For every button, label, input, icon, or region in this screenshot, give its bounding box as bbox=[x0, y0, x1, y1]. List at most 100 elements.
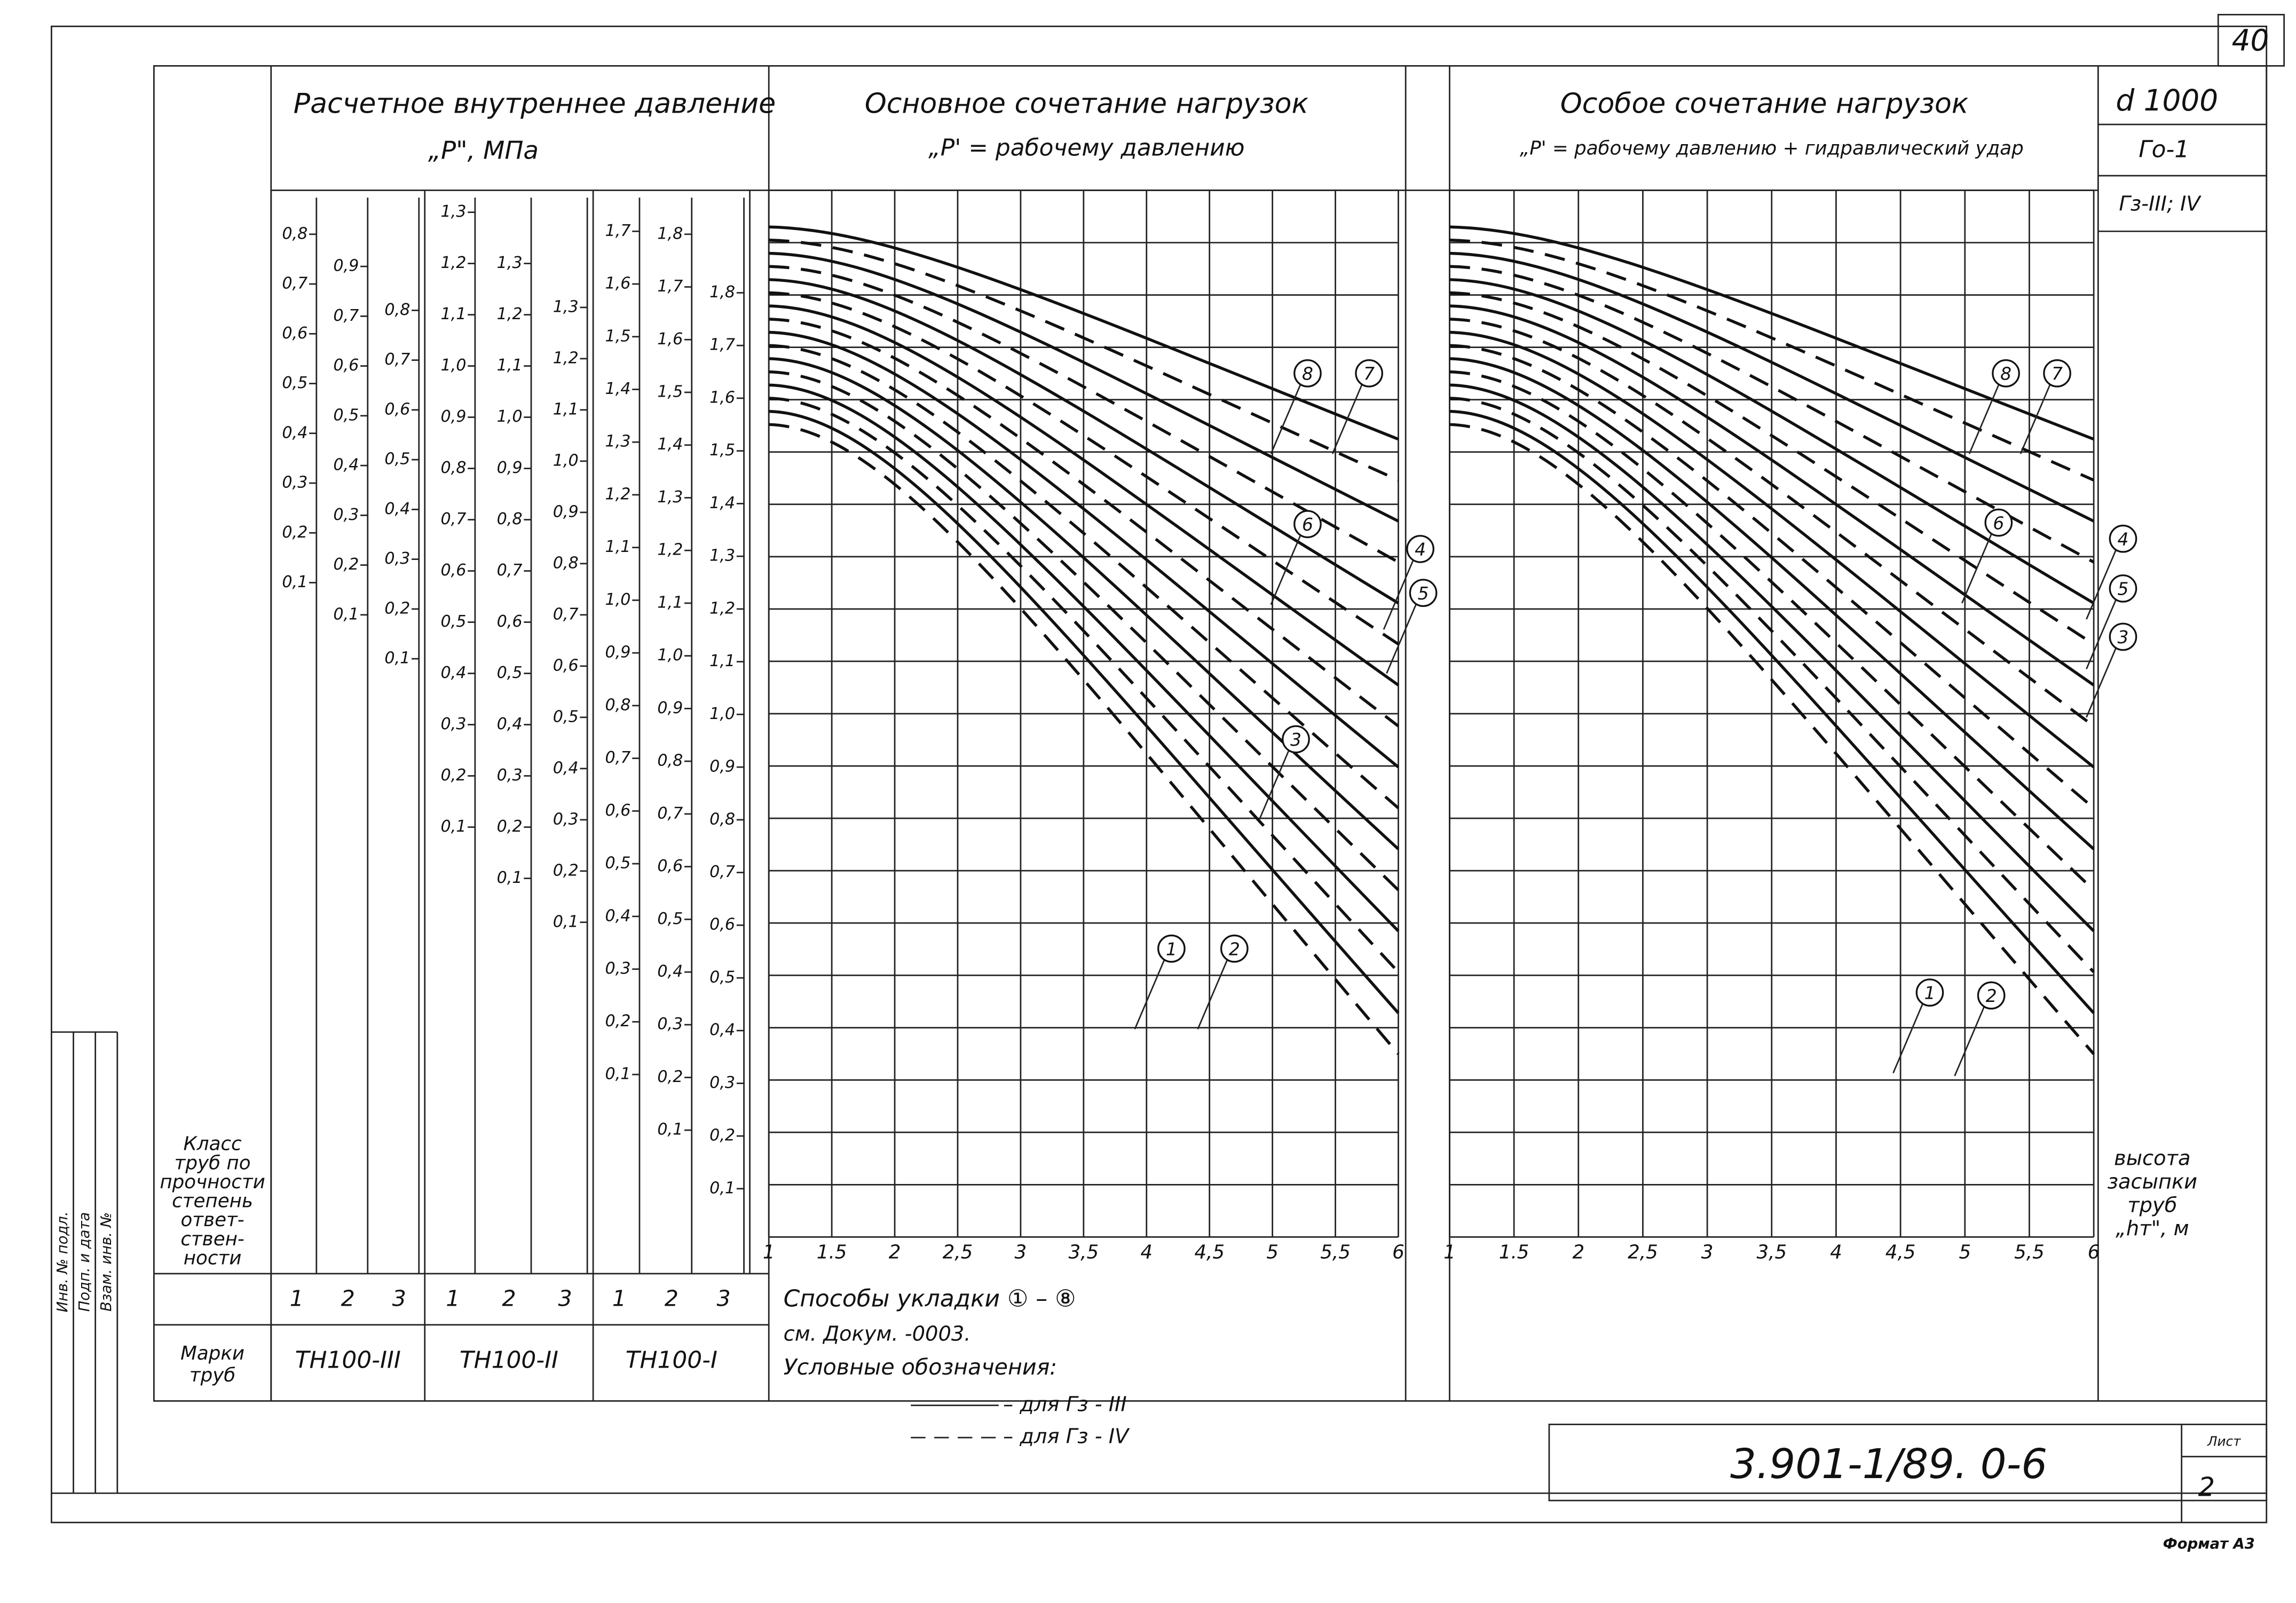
scale-label: 1,0 bbox=[657, 646, 683, 665]
x-tick-label: 4 bbox=[1830, 1242, 1842, 1264]
scale-label: 0,8 bbox=[709, 810, 735, 828]
scale-label: 0,3 bbox=[282, 473, 307, 492]
marker-circle bbox=[2043, 359, 2071, 388]
scale-label: 0,6 bbox=[384, 400, 410, 418]
scale-label: 1,4 bbox=[709, 494, 735, 512]
title-block bbox=[1548, 1424, 2268, 1502]
scale-label: 0,4 bbox=[333, 456, 359, 475]
marker-circle bbox=[1992, 359, 2020, 388]
marker-label: 7 bbox=[2052, 364, 2063, 384]
scale-label: 0,5 bbox=[440, 612, 466, 631]
load-curve bbox=[769, 409, 1400, 1014]
x-tick-label: 2 bbox=[889, 1242, 901, 1264]
class-label: степень bbox=[172, 1190, 253, 1212]
scale-label: 0,1 bbox=[657, 1120, 683, 1139]
load-curve bbox=[769, 291, 1399, 645]
load-curve bbox=[769, 278, 1399, 605]
scale-label: 0,6 bbox=[333, 356, 359, 375]
marker-label: 2 bbox=[1229, 938, 1240, 959]
load-curve bbox=[1449, 225, 2095, 441]
scale-label: 0,9 bbox=[440, 407, 466, 426]
marker-leader bbox=[1968, 384, 2000, 454]
marker-leader bbox=[2019, 384, 2051, 454]
marker-label: 1 bbox=[1924, 983, 1936, 1004]
scale-label: 0,7 bbox=[333, 306, 359, 325]
scale-label: 0,3 bbox=[553, 810, 579, 828]
scale-label: 1,2 bbox=[605, 485, 631, 503]
table-frame bbox=[153, 65, 2268, 1402]
scale-label: 0,9 bbox=[657, 699, 683, 717]
scale-label: 1,1 bbox=[605, 538, 631, 556]
scale-label: 0,8 bbox=[440, 459, 466, 477]
axis-label: труб bbox=[2127, 1193, 2177, 1217]
load-curve bbox=[1449, 397, 2095, 973]
scale-label: 0,4 bbox=[553, 759, 579, 777]
scale-label: 0,1 bbox=[384, 649, 410, 668]
x-tick-label: 3 bbox=[1015, 1242, 1027, 1264]
class-label: труб по bbox=[175, 1152, 251, 1174]
group-mark: ТН100-III bbox=[295, 1346, 401, 1373]
marker-leader bbox=[2086, 648, 2117, 718]
class-number: 1 bbox=[290, 1285, 304, 1311]
load-curve bbox=[1449, 239, 2095, 482]
scale-label: 0,3 bbox=[605, 959, 631, 978]
scale-label: 1,2 bbox=[553, 349, 579, 367]
scale-label: 0,2 bbox=[497, 817, 523, 836]
marker-circle bbox=[1293, 510, 1322, 539]
marks-label: труб bbox=[190, 1364, 235, 1386]
class-label: ответ- bbox=[181, 1209, 244, 1231]
load-curve bbox=[1449, 318, 2095, 728]
methods-note: Способы укладки ① – ⑧ bbox=[784, 1285, 1076, 1312]
scale-label: 0,2 bbox=[440, 766, 466, 785]
marker-leader bbox=[1270, 535, 1301, 605]
x-tick-label: 3,5 bbox=[1756, 1242, 1787, 1264]
scale-label: 1,1 bbox=[709, 652, 735, 670]
scale-label: 0,4 bbox=[657, 962, 683, 981]
scale-label: 0,8 bbox=[384, 301, 410, 319]
scale-label: 1,3 bbox=[709, 547, 735, 565]
scale-label: 1,0 bbox=[440, 356, 466, 375]
marker-leader bbox=[1954, 1007, 1985, 1077]
scale-label: 0,8 bbox=[657, 752, 683, 770]
load-curve bbox=[1449, 304, 2095, 686]
scale-label: 0,9 bbox=[709, 757, 735, 776]
scale-label: 0,4 bbox=[605, 906, 631, 925]
scale-label: 0,5 bbox=[384, 450, 410, 469]
scale-label: 1,1 bbox=[440, 305, 466, 323]
marker-label: 5 bbox=[2118, 579, 2129, 599]
scale-label: 1,1 bbox=[657, 593, 683, 612]
x-tick-label: 5 bbox=[1959, 1242, 1971, 1264]
side-diameter: d 1000 bbox=[2116, 83, 2218, 117]
load-curve bbox=[1449, 344, 2095, 809]
scale-label: 0,6 bbox=[497, 612, 523, 631]
marker-circle bbox=[1915, 978, 1944, 1007]
marker-leader bbox=[1270, 384, 1301, 454]
scale-label: 0,9 bbox=[553, 502, 579, 521]
class-label: прочности bbox=[160, 1171, 265, 1193]
class-number: 2 bbox=[341, 1285, 355, 1311]
scale-label: 1,5 bbox=[657, 382, 683, 401]
axis-label: высота bbox=[2114, 1147, 2190, 1171]
scale-label: 1,0 bbox=[605, 590, 631, 609]
scale-label: 1,1 bbox=[497, 356, 523, 375]
axis-label: „hт", м bbox=[2116, 1217, 2189, 1241]
drawing-code: 3.901-1/89. 0-6 bbox=[1730, 1441, 2047, 1488]
scale-label: 1,4 bbox=[605, 380, 631, 398]
scale-label: 0,4 bbox=[282, 423, 307, 442]
load-curve bbox=[769, 383, 1400, 933]
scale-label: 0,3 bbox=[440, 715, 466, 733]
class-number: 1 bbox=[446, 1285, 460, 1311]
marker-label: 8 bbox=[2000, 364, 2011, 384]
class-number: 3 bbox=[717, 1285, 731, 1311]
scale-label: 0,5 bbox=[282, 374, 307, 392]
marks-label: Марки bbox=[180, 1343, 244, 1364]
marker-circle bbox=[1984, 508, 2013, 537]
marker-circle bbox=[2109, 574, 2137, 603]
marker-label: 6 bbox=[1993, 512, 2004, 533]
marker-circle bbox=[1282, 725, 1310, 754]
chart1-title: Основное сочетание нагрузок bbox=[865, 88, 1309, 120]
class-number: 2 bbox=[665, 1285, 678, 1311]
scale-label: 0,7 bbox=[384, 350, 410, 369]
scale-label: 0,1 bbox=[709, 1179, 735, 1197]
load-curve bbox=[769, 330, 1400, 769]
